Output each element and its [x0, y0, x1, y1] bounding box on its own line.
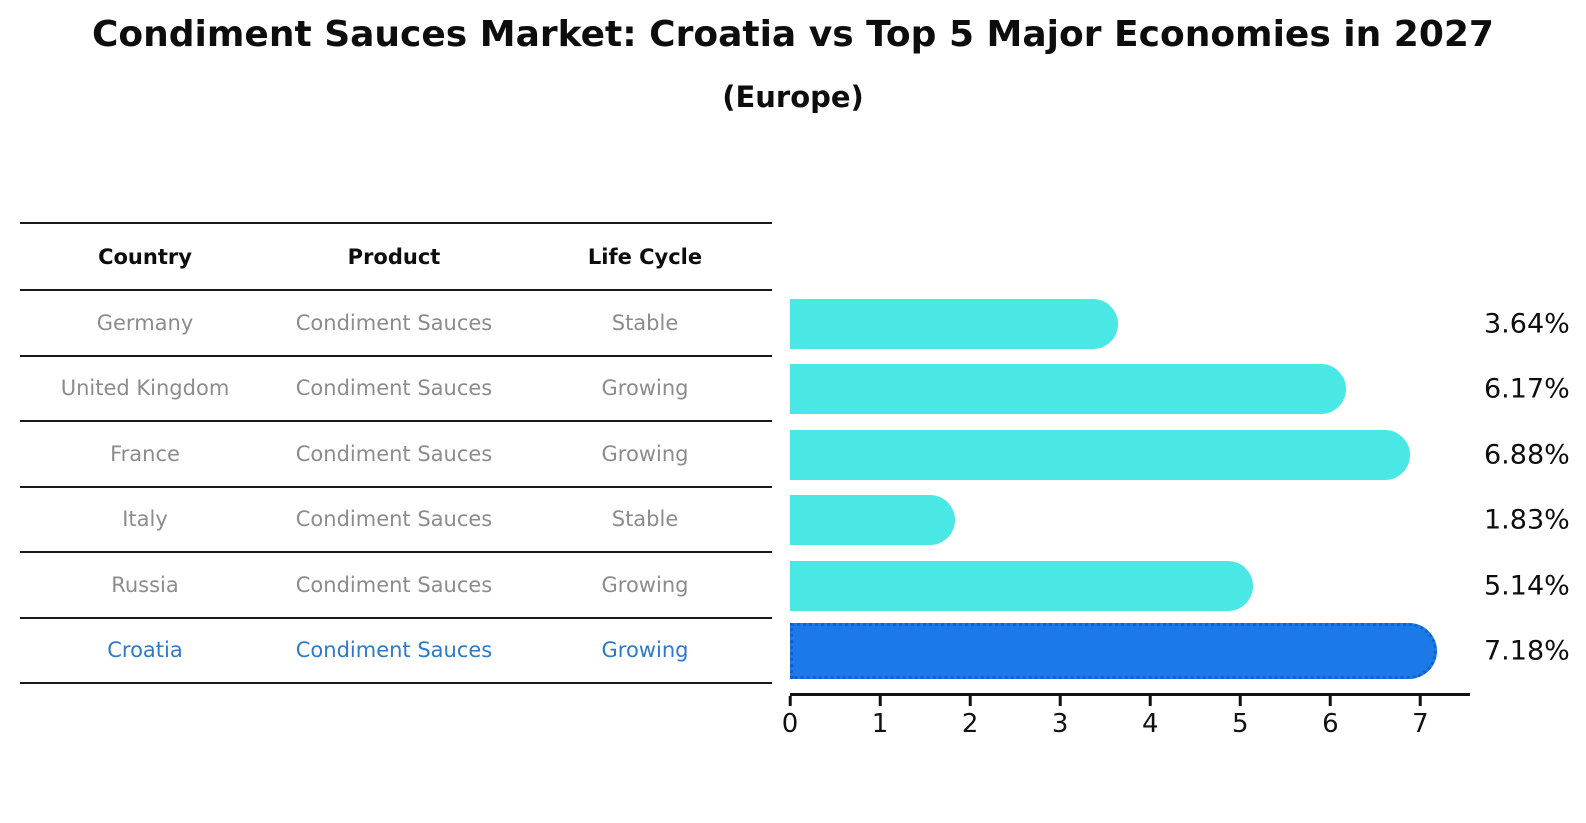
page-title: Condiment Sauces Market: Croatia vs Top … [92, 14, 1494, 55]
life-cycle-cell: Stable [611, 507, 679, 532]
x-axis-tick: 7 [1412, 696, 1429, 739]
table-row-germany: Germany Condiment Sauces Stable [20, 291, 772, 357]
life-cycle-cell: Growing [601, 376, 689, 401]
product-cell: Condiment Sauces [295, 376, 493, 401]
x-axis-tick: 1 [871, 696, 889, 739]
table-row-france: France Condiment Sauces Growing [20, 422, 772, 488]
page-subtitle: (Europe) [722, 80, 864, 114]
country-cell: Germany [96, 310, 194, 335]
life-cycle-cell: Stable [611, 310, 679, 335]
x-axis-tick: 0 [781, 696, 799, 739]
bar-italy [790, 495, 955, 546]
table-header-row: Country Product Life Cycle [20, 224, 772, 291]
product-cell: Condiment Sauces [295, 572, 493, 597]
bar-value-label: 6.88% [1484, 439, 1570, 471]
tick-mark [1058, 696, 1062, 706]
bar-value-label: 1.83% [1484, 504, 1570, 536]
tick-label: 5 [1232, 709, 1249, 739]
country-cell: Italy [122, 507, 168, 532]
bar-row-italy: 1.83% [790, 488, 1570, 554]
table-row-russia: Russia Condiment Sauces Growing [20, 553, 772, 619]
product-cell: Condiment Sauces [295, 310, 493, 335]
bar-chart: 3.64% 6.17% 6.88% 1.83% 5.14% 7.18% [790, 291, 1570, 685]
column-header-country: Country [98, 244, 192, 269]
tick-label: 3 [1051, 709, 1069, 739]
tick-label: 7 [1412, 709, 1429, 739]
life-cycle-cell: Growing [601, 441, 689, 466]
tick-mark [1418, 696, 1422, 706]
product-cell: Condiment Sauces [295, 638, 493, 663]
country-cell: United Kingdom [60, 376, 230, 401]
bar-germany [790, 298, 1118, 349]
product-cell: Condiment Sauces [295, 441, 493, 466]
country-cell: Croatia [107, 638, 183, 663]
bar-france [790, 429, 1410, 480]
bar-row-germany: 3.64% [790, 291, 1570, 357]
x-axis: 0 1 2 3 4 5 6 7 [782, 693, 1470, 739]
life-cycle-cell: Growing [601, 638, 689, 663]
tick-mark [968, 696, 972, 706]
tick-label: 6 [1322, 709, 1339, 739]
column-header-product: Product [347, 244, 441, 269]
country-cell: Russia [111, 572, 179, 597]
column-header-life-cycle: Life Cycle [587, 244, 703, 269]
product-cell: Condiment Sauces [295, 507, 493, 532]
bar-value-label: 6.17% [1484, 373, 1570, 405]
tick-label: 0 [781, 709, 799, 739]
table-row-croatia: Croatia Condiment Sauces Growing [20, 619, 772, 684]
table-row-italy: Italy Condiment Sauces Stable [20, 488, 772, 553]
x-axis-tick: 2 [961, 696, 979, 739]
tick-mark [1328, 696, 1332, 706]
x-axis-tick: 3 [1051, 696, 1069, 739]
bar-row-united-kingdom: 6.17% [790, 357, 1570, 423]
x-axis-tick: 5 [1232, 696, 1249, 739]
bar-united-kingdom [790, 364, 1346, 415]
tick-label: 4 [1141, 709, 1159, 739]
table-row-united-kingdom: United Kingdom Condiment Sauces Growing [20, 357, 772, 422]
tick-label: 1 [871, 709, 889, 739]
country-cell: France [110, 441, 180, 466]
bar-row-croatia: 7.18% [790, 619, 1570, 685]
bar-row-russia: 5.14% [790, 553, 1570, 619]
country-table: Country Product Life Cycle Germany Condi… [20, 222, 772, 684]
bar-croatia [790, 623, 1437, 680]
tick-mark [1238, 696, 1242, 706]
tick-mark [878, 696, 882, 706]
tick-label: 2 [961, 709, 979, 739]
bar-russia [790, 560, 1253, 611]
x-axis-tick: 6 [1322, 696, 1339, 739]
x-axis-tick: 4 [1142, 696, 1159, 739]
tick-mark [788, 696, 792, 706]
life-cycle-cell: Growing [601, 572, 689, 597]
bar-value-label: 5.14% [1484, 570, 1570, 602]
tick-mark [1148, 696, 1152, 706]
bar-value-label: 3.64% [1484, 308, 1570, 340]
bar-row-france: 6.88% [790, 422, 1570, 488]
bar-value-label: 7.18% [1484, 635, 1570, 667]
